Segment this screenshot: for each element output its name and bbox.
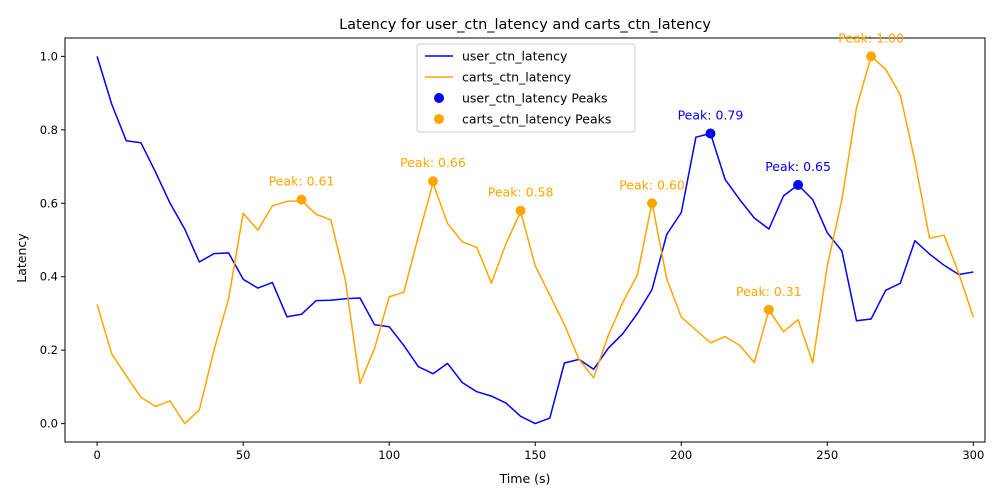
legend: user_ctn_latency carts_ctn_latency user_ct… — [416, 43, 636, 133]
peak-label: Peak: 0.79 — [678, 107, 744, 122]
x-tick-label: 0 — [93, 448, 100, 462]
legend-label: carts_ctn_latency Peaks — [462, 112, 611, 127]
peak-marker — [793, 179, 804, 190]
y-axis-label: Latency — [14, 233, 29, 283]
legend-label: user_ctn_latency Peaks — [462, 91, 608, 106]
peak-label: Peak: 0.65 — [765, 159, 831, 174]
peak-marker — [705, 128, 716, 139]
x-axis-label: Time (s) — [499, 471, 551, 486]
x-tick-label: 200 — [670, 448, 692, 462]
x-tick-label: 100 — [378, 448, 400, 462]
legend-marker-swatch — [434, 93, 444, 103]
series-line-user-ctn-latency — [96, 56, 974, 425]
peak-label: Peak: 0.66 — [400, 155, 466, 170]
y-tick-label: 1.0 — [40, 49, 58, 63]
legend-marker-swatch — [434, 114, 444, 124]
peak-marker — [647, 198, 658, 209]
peak-label: Peak: 0.58 — [488, 185, 554, 200]
peak-marker — [866, 51, 877, 62]
peak-marker — [515, 205, 526, 216]
legend-box — [416, 43, 636, 133]
y-tick-label: 0.4 — [40, 270, 58, 284]
x-tick-label: 250 — [816, 448, 838, 462]
y-tick-label: 0.0 — [40, 417, 58, 431]
legend-label: carts_ctn_latency — [462, 70, 572, 85]
peak-marker — [763, 304, 774, 315]
peak-marker — [428, 176, 438, 187]
peak-label: Peak: 0.31 — [736, 284, 802, 299]
peak-marker — [296, 194, 307, 205]
plot-area: 0 50 100 150 200 250 300 0.0 0.2 0.4 0.6 0.8 1.0 Peak… — [40, 30, 986, 462]
peak-label: Peak: 0.60 — [619, 177, 685, 192]
y-tick-label: 0.8 — [40, 123, 58, 137]
peak-label: Peak: 1.00 — [838, 30, 904, 45]
series-line-carts-ctn-latency — [96, 55, 975, 425]
chart-title: Latency for user_ctn_latency and carts_c… — [339, 17, 711, 33]
x-tick-label: 300 — [962, 448, 984, 462]
y-tick-label: 0.6 — [40, 196, 58, 210]
y-tick-label: 0.2 — [40, 343, 58, 357]
legend-label: user_ctn_latency — [462, 49, 568, 64]
x-tick-label: 50 — [236, 448, 251, 462]
peak-label: Peak: 0.61 — [269, 174, 335, 189]
axes-frame — [64, 37, 986, 443]
x-tick-label: 150 — [524, 448, 546, 462]
